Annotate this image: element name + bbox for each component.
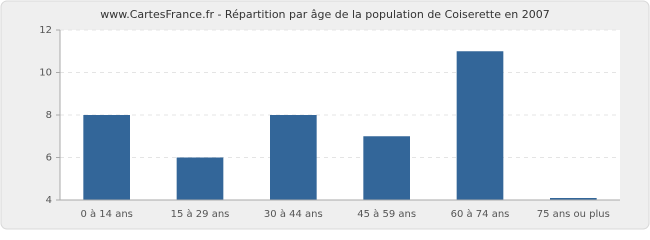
- y-tick-label: 8: [46, 110, 52, 121]
- x-tick-label: 75 ans ou plus: [537, 209, 610, 220]
- bar: [550, 198, 597, 200]
- bar: [270, 115, 317, 200]
- x-tick-label: 0 à 14 ans: [80, 208, 132, 220]
- x-tick-label: 30 à 44 ans: [264, 208, 323, 220]
- y-tick-label: 12: [39, 25, 52, 36]
- y-tick-label: 6: [46, 153, 52, 164]
- bar: [176, 157, 224, 200]
- y-tick-label: 4: [46, 195, 52, 206]
- chart-title: www.CartesFrance.fr - Répartition par âg…: [100, 8, 549, 21]
- bar: [363, 136, 410, 200]
- x-tick-label: 15 à 29 ans: [171, 208, 230, 220]
- bar: [83, 115, 130, 200]
- bar: [456, 51, 504, 200]
- page: www.CartesFrance.fr - Répartition par âg…: [0, 0, 650, 230]
- x-tick-label: 60 à 74 ans: [451, 208, 510, 220]
- y-tick-label: 10: [39, 68, 52, 79]
- chart: www.CartesFrance.fr - Répartition par âg…: [0, 0, 650, 230]
- x-tick-label: 45 à 59 ans: [357, 208, 416, 220]
